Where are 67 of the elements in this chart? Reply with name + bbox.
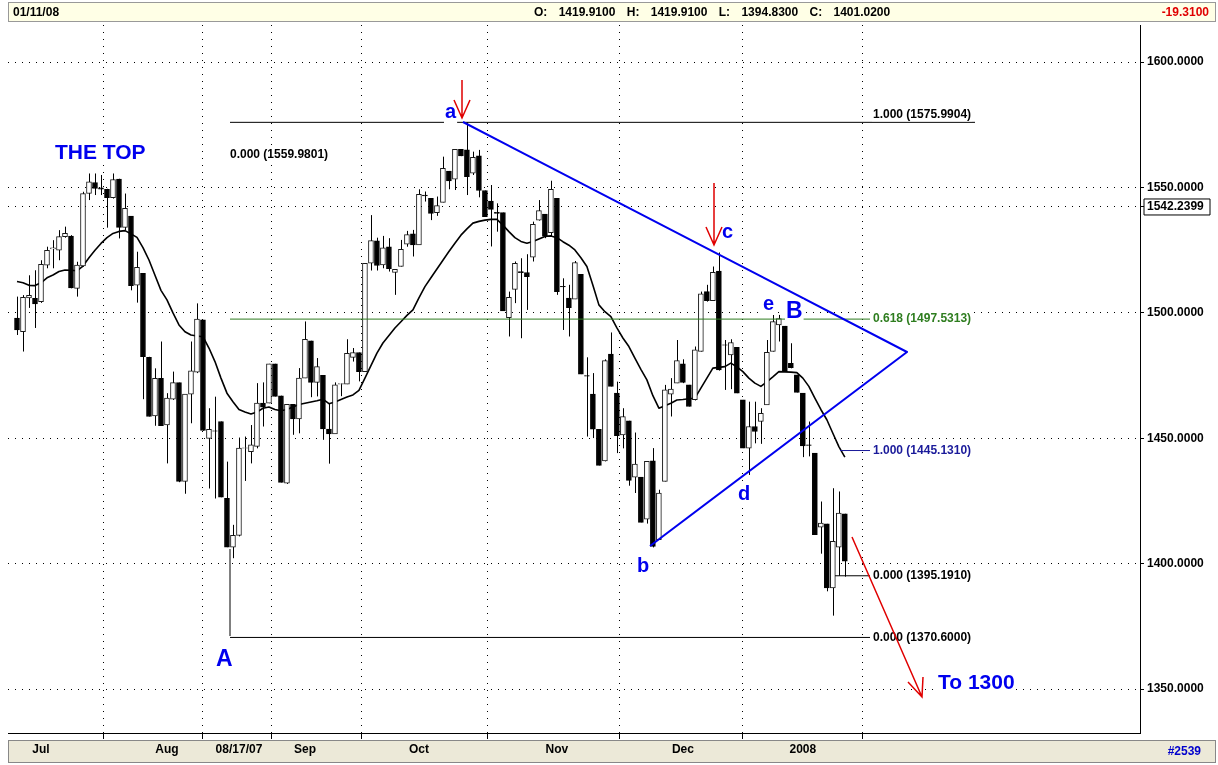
y-tick-label: 1550.0000	[1147, 179, 1205, 194]
candlestick	[170, 371, 176, 401]
chart-title: 01/11/08	[13, 5, 60, 19]
y-tick-label: 1450.0000	[1147, 430, 1205, 445]
candlestick	[380, 235, 386, 269]
candlestick	[398, 239, 404, 268]
annotation: A	[216, 645, 233, 672]
x-tick-label: 08/17/07	[215, 741, 263, 756]
y-tick-label: 1600.0000	[1147, 54, 1205, 69]
x-tick-label: Aug	[155, 741, 179, 756]
candlestick	[674, 339, 680, 384]
annotation: THE TOP	[55, 139, 146, 163]
candlestick	[746, 401, 752, 476]
x-tick-label: Jul	[32, 741, 50, 756]
x-tick-label: Nov	[545, 741, 569, 756]
ref-line-label: 1.000 (1575.9904)	[873, 106, 972, 121]
candlestick	[374, 237, 380, 272]
annotation: b	[637, 553, 650, 576]
candlestick	[632, 432, 638, 494]
candlestick	[728, 338, 734, 390]
candlestick	[368, 214, 374, 272]
candlestick	[758, 407, 764, 445]
candlestick	[74, 261, 80, 298]
candlestick	[260, 381, 266, 428]
text: To 1300	[938, 669, 1015, 693]
candlestick	[206, 407, 212, 489]
y-tick-label: 1500.0000	[1147, 305, 1205, 320]
candlestick	[314, 357, 320, 397]
candlestick	[386, 237, 392, 273]
annotation: B	[786, 297, 803, 324]
annotation: c	[722, 219, 734, 242]
candlestick	[44, 246, 50, 269]
annotation: e	[763, 291, 775, 314]
chart-subtitle: O: 1419.9100 H: 1419.9100 L: 1394.8300 C: 1401.0200	[534, 5, 891, 19]
candlestick	[188, 341, 194, 424]
annotation: d	[738, 481, 751, 504]
annotation: 0.000 (1559.9801)	[230, 147, 329, 162]
candlestick	[290, 403, 296, 436]
y-tick-label: 1400.0000	[1147, 556, 1205, 571]
candlestick	[428, 197, 434, 221]
candlestick	[230, 524, 236, 559]
candlestick	[422, 191, 428, 203]
y-tick-label: 1350.0000	[1147, 681, 1205, 696]
x-tick-label: 2008	[789, 741, 817, 756]
candlestick	[26, 274, 32, 309]
candlestick	[50, 239, 56, 269]
ref-line-label: 0.000 (1395.1910)	[873, 568, 972, 583]
x-tick-label: Sep	[293, 741, 316, 756]
y-tick-label: 1542.2399	[1147, 199, 1205, 214]
candlestick	[56, 229, 62, 261]
candlestick	[410, 229, 416, 257]
candlestick	[788, 342, 794, 369]
candlestick	[434, 196, 440, 217]
candlestick	[524, 253, 530, 311]
ref-line-label: 0.618 (1497.5313)	[873, 311, 972, 326]
candlestick	[392, 268, 398, 296]
candlestick	[470, 151, 476, 176]
text: #2539	[1167, 744, 1201, 758]
annotation: a	[445, 99, 457, 122]
ref-line-label: 1.000 (1445.1310)	[873, 442, 972, 457]
candlestick	[134, 251, 140, 304]
candlestick	[110, 172, 116, 200]
candlestick	[668, 377, 674, 417]
x-tick-label: Oct	[408, 741, 429, 756]
x-tick-label: Dec	[671, 741, 695, 756]
text: -19.3100	[1161, 5, 1209, 19]
candlestick	[92, 172, 98, 196]
